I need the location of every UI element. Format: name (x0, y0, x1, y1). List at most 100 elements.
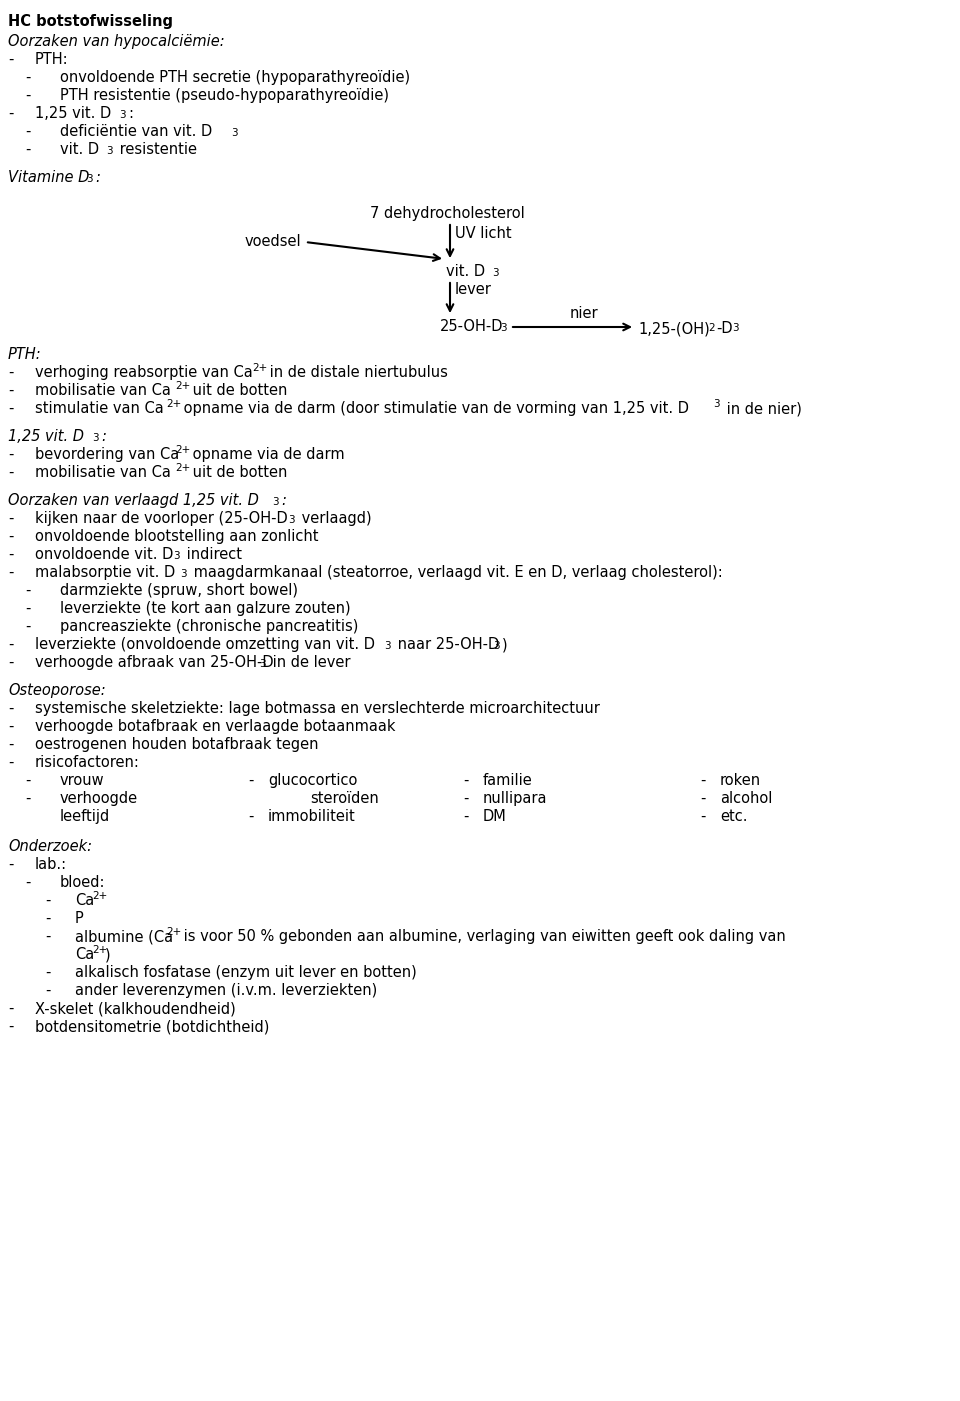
Text: -: - (8, 1000, 13, 1016)
Text: uit de botten: uit de botten (188, 382, 287, 398)
Text: -: - (8, 565, 13, 580)
Text: -: - (45, 911, 50, 926)
Text: verlaagd): verlaagd) (297, 511, 372, 525)
Text: bloed:: bloed: (60, 876, 106, 890)
Text: HC botstofwisseling: HC botstofwisseling (8, 14, 173, 29)
Text: 1,25-(OH): 1,25-(OH) (638, 321, 709, 336)
Text: 7 dehydrocholesterol: 7 dehydrocholesterol (370, 206, 525, 221)
Text: Vitamine D: Vitamine D (8, 170, 89, 185)
Text: Osteoporose:: Osteoporose: (8, 684, 106, 698)
Text: 3: 3 (493, 642, 499, 651)
Text: Oorzaken van hypocalciëmie:: Oorzaken van hypocalciëmie: (8, 34, 225, 49)
Text: 3: 3 (288, 516, 295, 525)
Text: leeftijd: leeftijd (60, 808, 110, 824)
Text: systemische skeletziekte: lage botmassa en verslechterde microarchitectuur: systemische skeletziekte: lage botmassa … (35, 700, 600, 716)
Text: nier: nier (570, 305, 599, 321)
Text: voedsel: voedsel (245, 234, 301, 249)
Text: leverziekte (onvoldoende omzetting van vit. D: leverziekte (onvoldoende omzetting van v… (35, 637, 375, 651)
Text: -: - (25, 773, 31, 787)
Text: -: - (8, 511, 13, 525)
Text: -: - (45, 965, 50, 981)
Text: albumine (Ca: albumine (Ca (75, 929, 173, 944)
Text: pancreasziekte (chronische pancreatitis): pancreasziekte (chronische pancreatitis) (60, 619, 358, 635)
Text: 2+: 2+ (92, 946, 108, 955)
Text: oestrogenen houden botafbraak tegen: oestrogenen houden botafbraak tegen (35, 737, 319, 752)
Text: 1,25 vit. D: 1,25 vit. D (35, 106, 111, 120)
Text: -: - (700, 773, 706, 787)
Text: 3: 3 (384, 642, 391, 651)
Text: ): ) (502, 637, 508, 651)
Text: -: - (463, 808, 468, 824)
Text: verhoogde afbraak van 25-OH-D: verhoogde afbraak van 25-OH-D (35, 656, 274, 670)
Text: 25-OH-D: 25-OH-D (440, 319, 503, 333)
Text: -: - (8, 106, 13, 120)
Text: deficiëntie van vit. D: deficiëntie van vit. D (60, 125, 212, 139)
Text: -: - (8, 447, 13, 462)
Text: -: - (8, 366, 13, 380)
Text: steroïden: steroïden (310, 792, 379, 806)
Text: -: - (8, 401, 13, 416)
Text: onvoldoende vit. D: onvoldoende vit. D (35, 546, 174, 562)
Text: bevordering van Ca: bevordering van Ca (35, 447, 180, 462)
Text: in de nier): in de nier) (722, 401, 802, 416)
Text: kijken naar de voorloper (25-OH-D: kijken naar de voorloper (25-OH-D (35, 511, 288, 525)
Text: DM: DM (483, 808, 507, 824)
Text: UV licht: UV licht (455, 226, 512, 241)
Text: -: - (25, 88, 31, 104)
Text: 1,25 vit. D: 1,25 vit. D (8, 429, 84, 444)
Text: 2+: 2+ (166, 399, 181, 409)
Text: -: - (248, 773, 253, 787)
Text: -: - (8, 737, 13, 752)
Text: vit. D: vit. D (60, 142, 99, 157)
Text: verhoogde botafbraak en verlaagde botaanmaak: verhoogde botafbraak en verlaagde botaan… (35, 719, 396, 734)
Text: uit de botten: uit de botten (188, 465, 287, 481)
Text: roken: roken (720, 773, 761, 787)
Text: -: - (700, 808, 706, 824)
Text: -: - (8, 857, 13, 871)
Text: botdensitometrie (botdichtheid): botdensitometrie (botdichtheid) (35, 1019, 270, 1034)
Text: -: - (700, 792, 706, 806)
Text: -: - (8, 382, 13, 398)
Text: alcohol: alcohol (720, 792, 773, 806)
Text: -: - (463, 773, 468, 787)
Text: 3: 3 (231, 127, 238, 139)
Text: vrouw: vrouw (60, 773, 105, 787)
Text: -: - (25, 583, 31, 598)
Text: -: - (8, 1019, 13, 1034)
Text: darmziekte (spruw, short bowel): darmziekte (spruw, short bowel) (60, 583, 298, 598)
Text: -: - (25, 70, 31, 85)
Text: lever: lever (455, 282, 492, 297)
Text: 3: 3 (86, 174, 92, 184)
Text: -: - (45, 892, 50, 908)
Text: -: - (25, 876, 31, 890)
Text: in de lever: in de lever (268, 656, 350, 670)
Text: maagdarmkanaal (steatorroe, verlaagd vit. E en D, verlaag cholesterol):: maagdarmkanaal (steatorroe, verlaagd vit… (189, 565, 723, 580)
Text: mobilisatie van Ca: mobilisatie van Ca (35, 382, 171, 398)
Text: malabsorptie vit. D: malabsorptie vit. D (35, 565, 176, 580)
Text: 3: 3 (732, 324, 738, 333)
Text: :: : (95, 170, 100, 185)
Text: etc.: etc. (720, 808, 748, 824)
Text: immobiliteit: immobiliteit (268, 808, 356, 824)
Text: alkalisch fosfatase (enzym uit lever en botten): alkalisch fosfatase (enzym uit lever en … (75, 965, 417, 981)
Text: nullipara: nullipara (483, 792, 547, 806)
Text: 3: 3 (119, 111, 126, 120)
Text: 3: 3 (713, 399, 720, 409)
Text: X-skelet (kalkhoudendheid): X-skelet (kalkhoudendheid) (35, 1000, 236, 1016)
Text: -: - (463, 792, 468, 806)
Text: -: - (8, 656, 13, 670)
Text: PTH:: PTH: (8, 347, 41, 361)
Text: -: - (8, 719, 13, 734)
Text: -D: -D (716, 321, 732, 336)
Text: 3: 3 (272, 497, 278, 507)
Text: Ca: Ca (75, 947, 94, 962)
Text: naar 25-OH-D: naar 25-OH-D (393, 637, 499, 651)
Text: 2: 2 (708, 324, 714, 333)
Text: onvoldoende PTH secretie (hypoparathyreoïdie): onvoldoende PTH secretie (hypoparathyreo… (60, 70, 410, 85)
Text: -: - (8, 530, 13, 544)
Text: onvoldoende blootstelling aan zonlicht: onvoldoende blootstelling aan zonlicht (35, 530, 319, 544)
Text: 2+: 2+ (175, 446, 190, 455)
Text: Onderzoek:: Onderzoek: (8, 839, 92, 855)
Text: is voor 50 % gebonden aan albumine, verlaging van eiwitten geeft ook daling van: is voor 50 % gebonden aan albumine, verl… (179, 929, 785, 944)
Text: familie: familie (483, 773, 533, 787)
